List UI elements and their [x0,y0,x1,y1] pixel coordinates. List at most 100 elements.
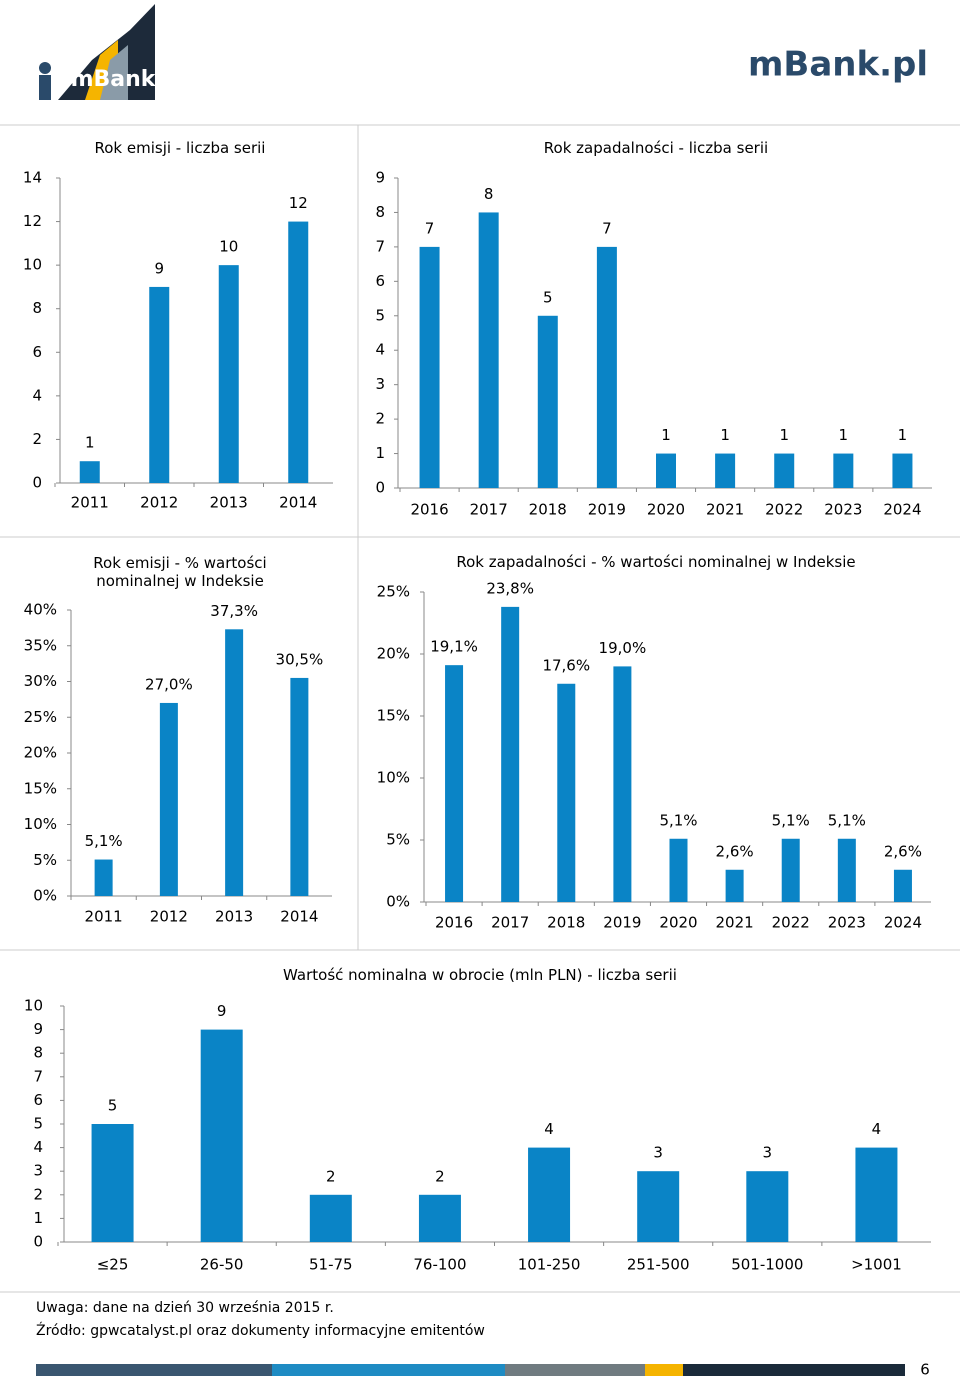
logo-text: mBank [71,67,157,92]
x-tick-label: 2014 [280,908,318,926]
data-label: 2 [435,1167,445,1185]
bar [445,665,464,902]
y-tick-label: 0% [33,887,57,905]
bar [79,461,100,483]
y-tick-label: 1 [33,1209,43,1227]
data-label: 3 [653,1144,663,1162]
chart-title: Wartość nominalna w obrocie (mln PLN) - … [283,966,677,984]
x-tick-label: 2018 [529,501,567,519]
x-tick-label: 26-50 [200,1256,244,1274]
data-label: 5,1% [828,811,866,829]
x-tick-label: 2023 [824,501,862,519]
data-label: 1 [839,426,849,444]
data-label: 4 [872,1120,882,1138]
bar [200,1029,243,1242]
bar [557,683,576,902]
bar [637,1171,680,1242]
y-tick-label: 10% [377,769,410,787]
bar [596,246,617,488]
bar [837,838,856,902]
x-tick-label: 2021 [706,501,744,519]
x-tick-label: 2022 [765,501,803,519]
bar [774,453,795,488]
y-tick-label: 7 [375,237,385,255]
x-tick-label: 2020 [647,501,685,519]
y-tick-label: 10 [24,997,43,1015]
y-tick-label: 8 [32,299,42,317]
y-tick-label: 14 [23,169,42,187]
y-tick-label: 5 [33,1115,43,1133]
bar [478,212,499,488]
data-label: 9 [217,1002,227,1020]
bar [781,838,800,902]
y-tick-label: 12 [23,212,42,230]
bar [656,453,676,488]
data-label: 1 [779,426,789,444]
y-tick-label: 35% [24,636,57,654]
x-tick-label: 2022 [772,914,810,932]
x-tick-label: ≤25 [97,1256,129,1274]
bar [746,1171,789,1242]
data-label: 27,0% [145,675,193,693]
y-tick-label: 25% [377,583,410,601]
x-tick-label: 2012 [150,908,188,926]
note: Uwaga: dane na dzień 30 września 2015 r. [36,1300,334,1316]
y-tick-label: 5% [33,851,57,869]
y-tick-label: 25% [24,708,57,726]
y-tick-label: 3 [33,1162,43,1180]
y-tick-label: 4 [375,341,385,359]
x-tick-label: 2018 [547,914,585,932]
page-number: 6 [920,1361,930,1378]
y-tick-label: 6 [375,272,385,290]
bar [218,265,239,483]
data-label: 30,5% [276,650,324,668]
y-tick-label: 4 [32,386,42,404]
bar [225,629,244,896]
bar [537,315,558,488]
y-tick-label: 10 [23,256,42,274]
x-tick-label: 2021 [716,914,754,932]
y-tick-label: 30% [24,672,57,690]
x-tick-label: 101-250 [518,1256,581,1274]
data-label: 7 [602,219,612,237]
y-tick-label: 1 [375,444,385,462]
bar [159,702,178,896]
x-tick-label: 2011 [71,494,109,512]
y-tick-label: 5 [375,306,385,324]
bar [893,869,912,902]
chart-title: Rok zapadalności - % wartości nominalnej… [456,553,856,571]
footer-bar [36,1364,905,1376]
bar [715,453,736,488]
bar [91,1124,134,1242]
data-label: 23,8% [486,579,534,597]
x-tick-label: 2020 [659,914,697,932]
x-tick-label: 2014 [279,494,317,512]
y-tick-label: 0 [375,479,385,497]
data-label: 9 [154,259,164,277]
data-label: 7 [425,219,435,237]
y-tick-label: 20% [377,645,410,663]
data-label: 3 [763,1144,773,1162]
y-tick-label: 8 [33,1044,43,1062]
chart-title: Rok emisji - % wartości nominalnej w Ind… [93,554,267,590]
x-tick-label: 76-100 [413,1256,466,1274]
bar [613,666,632,902]
data-label: 2,6% [716,842,754,860]
bar [855,1147,898,1242]
y-tick-label: 0 [32,474,42,492]
data-label: 5,1% [772,811,810,829]
bar [418,1194,461,1242]
data-label: 5 [543,288,553,306]
x-tick-label: 2024 [884,914,922,932]
data-label: 1 [661,426,671,444]
data-label: 12 [289,194,308,212]
x-tick-label: 2023 [828,914,866,932]
x-tick-label: 2017 [491,914,529,932]
bar [833,453,854,488]
x-tick-label: 2024 [883,501,921,519]
y-tick-label: 9 [33,1020,43,1038]
bar [528,1147,571,1242]
y-tick-label: 3 [375,375,385,393]
bar [290,677,309,896]
